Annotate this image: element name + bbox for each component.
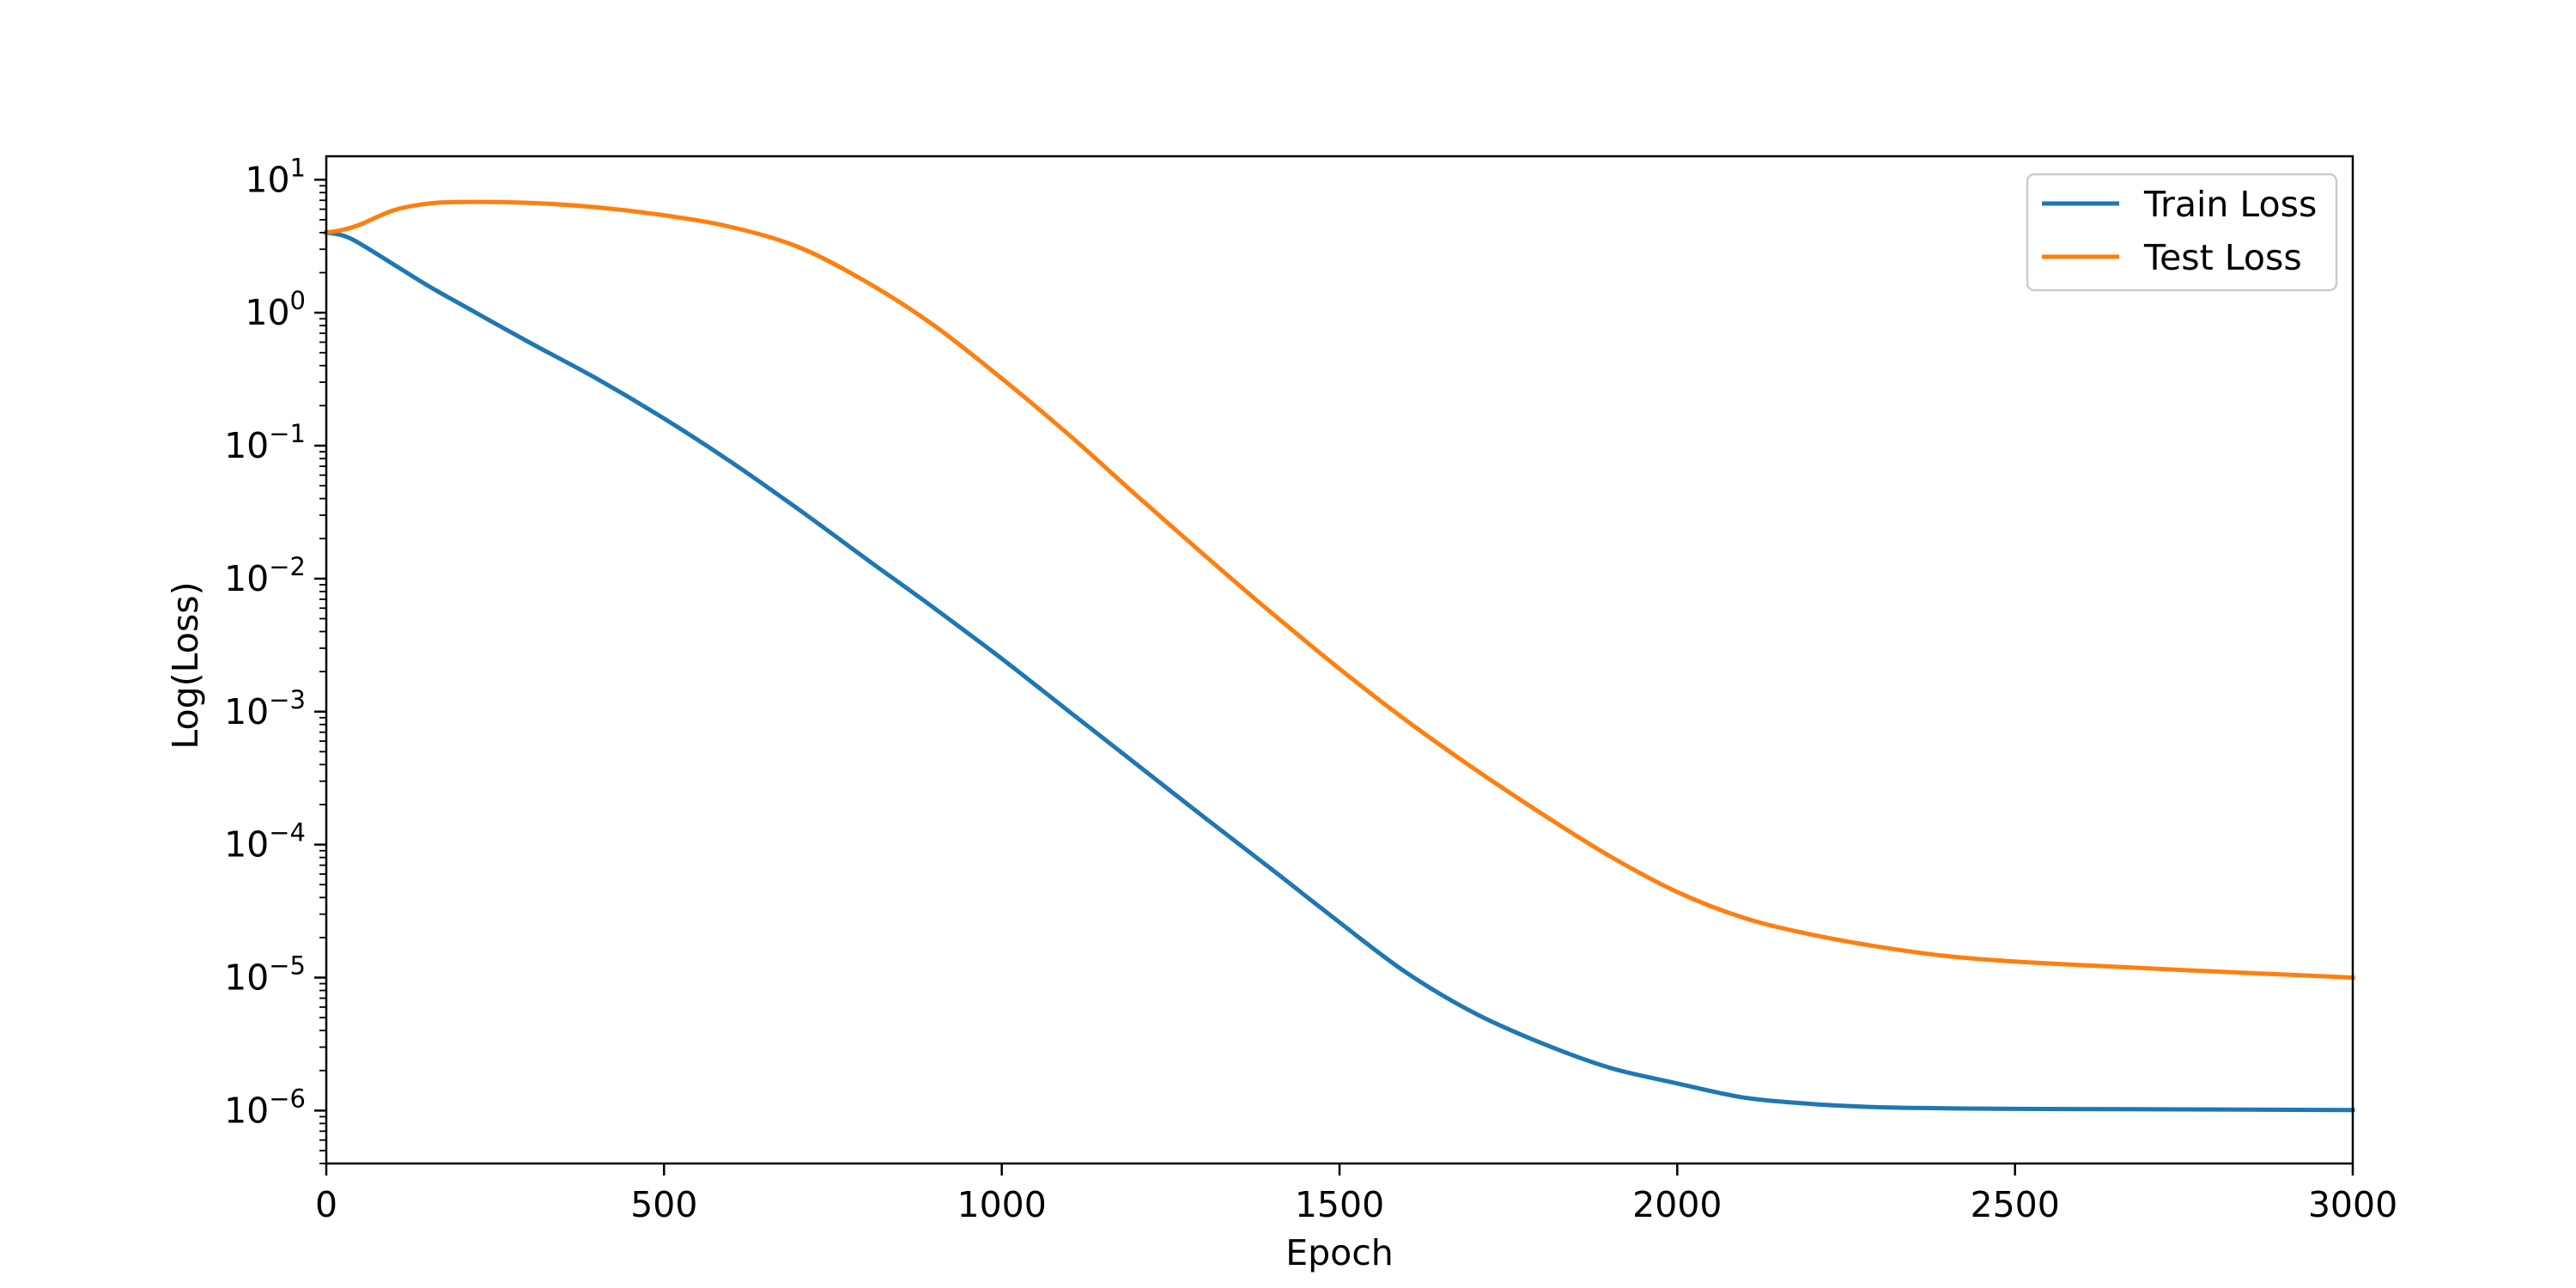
- y-tick-label-m4: 10−4: [224, 818, 306, 866]
- y-tick-label-m3: 10−3: [224, 685, 306, 732]
- y-axis-label: Log(Loss): [165, 581, 206, 749]
- y-tick-label-m6: 10−6: [224, 1084, 306, 1131]
- series-line-train-loss: [324, 229, 2355, 1113]
- y-axis: 101 100 10−1 10−2 10−3 10−4 10−5 10−6: [224, 153, 326, 1164]
- x-tick-label-1000: 1000: [957, 1184, 1046, 1225]
- legend-label-test: Test Loss: [2143, 237, 2302, 278]
- x-axis-label: Epoch: [1285, 1232, 1394, 1273]
- x-tick-label-2500: 2500: [1970, 1184, 2059, 1225]
- y-tick-label-m2: 10−2: [224, 552, 306, 599]
- y-tick-label-0: 100: [245, 286, 306, 333]
- x-tick-label-3000: 3000: [2308, 1184, 2397, 1225]
- legend: Train Loss Test Loss: [2026, 173, 2338, 292]
- legend-label-train: Train Loss: [2143, 184, 2317, 225]
- x-tick-label-500: 500: [630, 1184, 697, 1225]
- x-tick-label-1500: 1500: [1295, 1184, 1384, 1225]
- series-layer: [324, 199, 2355, 1113]
- x-tick-label-0: 0: [315, 1184, 337, 1225]
- x-axis: 0 500 1000 1500 2000 2500 3000: [315, 1163, 2397, 1225]
- y-tick-label-m1: 10−1: [224, 419, 306, 466]
- x-tick-label-2000: 2000: [1632, 1184, 1722, 1225]
- series-line-test-loss: [324, 199, 2355, 981]
- y-tick-label-m5: 10−5: [224, 951, 306, 998]
- y-tick-label-1: 101: [245, 153, 306, 200]
